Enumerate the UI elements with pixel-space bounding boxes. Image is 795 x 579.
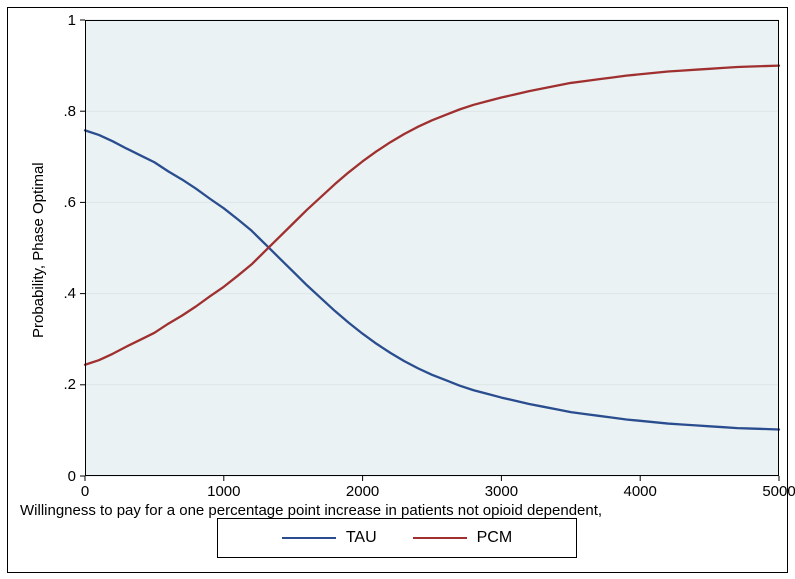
x-tick-label: 3000	[471, 483, 531, 500]
x-tick-label: 5000	[749, 483, 795, 500]
legend-item: PCM	[413, 529, 513, 547]
legend: TAU PCM	[217, 518, 577, 558]
plot-svg	[75, 10, 789, 486]
y-tick-label: 0	[68, 468, 76, 485]
x-axis-label: Willingness to pay for a one percentage …	[20, 502, 602, 519]
x-tick-label: 2000	[333, 483, 393, 500]
legend-swatch	[282, 537, 336, 539]
y-tick-label: .8	[63, 103, 76, 120]
x-tick-label: 1000	[194, 483, 254, 500]
legend-swatch	[413, 537, 467, 539]
x-tick-label: 0	[55, 483, 115, 500]
y-tick-label: .6	[63, 194, 76, 211]
legend-item: TAU	[282, 529, 377, 547]
y-axis-label: Probability, Phase Optimal	[30, 162, 47, 338]
chart-figure: 0 .2 .4 .6 .8 1 0 1000 2000 3000 4000 5000 Probabi…	[0, 0, 795, 579]
y-tick-label: .4	[63, 285, 76, 302]
x-tick-label: 4000	[610, 483, 670, 500]
y-tick-label: 1	[68, 12, 76, 29]
y-tick-label: .2	[63, 376, 76, 393]
legend-label: PCM	[477, 529, 513, 547]
legend-label: TAU	[346, 529, 377, 547]
